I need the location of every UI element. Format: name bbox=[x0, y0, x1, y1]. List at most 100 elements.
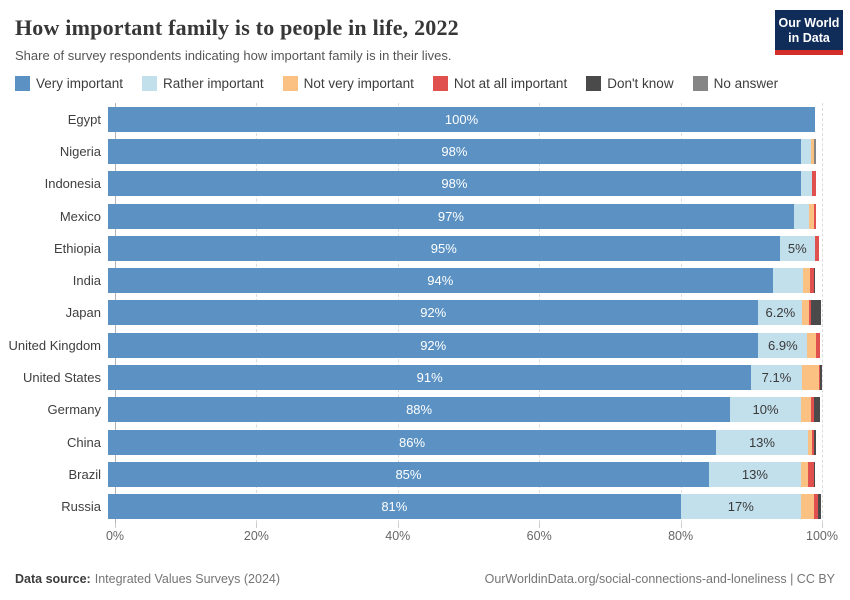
segment-not-very-important[interactable] bbox=[807, 332, 816, 358]
segment-don-t-know[interactable] bbox=[817, 494, 822, 520]
stacked-bar[interactable]: 98% bbox=[108, 171, 817, 197]
stacked-bar[interactable]: 97% bbox=[108, 203, 816, 229]
segment-rather-important[interactable] bbox=[800, 138, 811, 164]
segment-not-very-important[interactable] bbox=[800, 461, 808, 487]
country-label: Ethiopia bbox=[54, 240, 101, 256]
segment-don-t-know[interactable] bbox=[819, 365, 823, 391]
segment-not-at-all-important[interactable] bbox=[813, 203, 816, 229]
bar-value-label: 98% bbox=[441, 143, 468, 159]
bar-secondary-value-label: 5% bbox=[787, 240, 807, 256]
segment-not-at-all-important[interactable] bbox=[813, 494, 818, 520]
bar-secondary-value-label: 6.9% bbox=[768, 337, 798, 353]
axis-tick-label: 100% bbox=[806, 528, 838, 543]
segment-not-very-important[interactable] bbox=[802, 268, 811, 294]
segment-not-very-important[interactable] bbox=[802, 300, 809, 326]
segment-rather-important[interactable] bbox=[793, 203, 809, 229]
stacked-bar[interactable]: 88% 10% bbox=[108, 397, 820, 423]
segment-rather-important[interactable]: 6.2% bbox=[758, 300, 803, 326]
segment-rather-important[interactable]: 7.1% bbox=[751, 365, 802, 391]
stacked-bar[interactable]: 81% 17% bbox=[108, 494, 822, 520]
segment-don-t-know[interactable] bbox=[813, 397, 820, 423]
legend-item-not-at-all-important[interactable]: Not at all important bbox=[432, 76, 568, 91]
segment-not-very-important[interactable] bbox=[800, 494, 814, 520]
segment-very-important[interactable]: 95% bbox=[108, 235, 780, 261]
segment-don-t-know[interactable] bbox=[811, 300, 821, 326]
page-title: How important family is to people in lif… bbox=[15, 15, 459, 40]
stacked-bar[interactable]: 85% 13% bbox=[108, 461, 815, 487]
footer-link[interactable]: OurWorldinData.org/social-connections-an… bbox=[484, 572, 835, 586]
segment-very-important[interactable]: 92% bbox=[108, 332, 759, 358]
segment-not-at-all-important[interactable] bbox=[808, 300, 812, 326]
data-source-text: Integrated Values Surveys (2024) bbox=[94, 572, 281, 586]
segment-not-very-important[interactable] bbox=[808, 203, 814, 229]
segment-very-important[interactable]: 94% bbox=[108, 268, 773, 294]
segment-very-important[interactable]: 97% bbox=[108, 203, 794, 229]
segment-very-important[interactable]: 100% bbox=[108, 106, 815, 132]
legend-item-don-t-know[interactable]: Don't know bbox=[586, 76, 674, 91]
axis-tick bbox=[822, 522, 823, 528]
country-label: Germany bbox=[47, 402, 101, 418]
segment-rather-important[interactable]: 6.9% bbox=[758, 332, 808, 358]
segment-not-very-important[interactable] bbox=[800, 397, 812, 423]
legend-item-not-very-important[interactable]: Not very important bbox=[282, 76, 414, 91]
segment-don-t-know[interactable] bbox=[813, 461, 815, 487]
segment-not-at-all-important[interactable] bbox=[812, 429, 814, 455]
stacked-bar[interactable]: 86% 13% bbox=[108, 429, 817, 455]
stacked-bar[interactable]: 94% bbox=[108, 268, 815, 294]
segment-no-answer[interactable] bbox=[813, 138, 816, 164]
bar-secondary-value-label: 13% bbox=[741, 466, 768, 482]
country-label: Mexico bbox=[59, 208, 101, 224]
segment-rather-important[interactable]: 10% bbox=[730, 397, 801, 423]
segment-very-important[interactable]: 92% bbox=[108, 300, 759, 326]
segment-not-at-all-important[interactable] bbox=[810, 268, 814, 294]
stacked-bar[interactable]: 91% 7.1% bbox=[108, 365, 823, 391]
segment-don-t-know[interactable] bbox=[813, 429, 817, 455]
country-row-ethiopia: Ethiopia 95% 5% bbox=[5, 232, 850, 264]
owid-logo[interactable]: Our World in Data bbox=[775, 10, 843, 55]
segment-not-at-all-important[interactable] bbox=[818, 365, 820, 391]
stacked-bar[interactable]: 98% bbox=[108, 138, 816, 164]
country-label: United Kingdom bbox=[8, 337, 102, 353]
segment-very-important[interactable]: 91% bbox=[108, 365, 752, 391]
country-label: Indonesia bbox=[44, 176, 101, 192]
legend-item-no-answer[interactable]: No answer bbox=[692, 76, 778, 91]
segment-not-very-important[interactable] bbox=[807, 429, 813, 455]
segment-not-very-important[interactable] bbox=[810, 138, 814, 164]
x-axis: 0% 20% 40% 60% 80% 100% bbox=[5, 522, 850, 547]
axis-tick-label: 60% bbox=[526, 528, 552, 543]
segment-rather-important[interactable] bbox=[800, 171, 813, 197]
legend-label: Not at all important bbox=[453, 76, 568, 91]
country-row-india: India 94% bbox=[5, 264, 850, 296]
segment-rather-important[interactable]: 17% bbox=[680, 494, 801, 520]
country-row-mexico: Mexico 97% bbox=[5, 200, 850, 232]
stacked-bar[interactable]: 100% bbox=[108, 106, 815, 132]
gridline-100 bbox=[822, 103, 823, 523]
legend-swatch-rather-important bbox=[142, 76, 158, 91]
legend-item-rather-important[interactable]: Rather important bbox=[142, 76, 264, 91]
segment-rather-important[interactable]: 5% bbox=[779, 235, 815, 261]
legend-item-very-important[interactable]: Very important bbox=[15, 76, 123, 91]
owid-logo-line2: in Data bbox=[788, 31, 830, 45]
segment-not-at-all-important[interactable] bbox=[811, 397, 814, 423]
segment-not-at-all-important[interactable] bbox=[812, 171, 817, 197]
segment-not-at-all-important[interactable] bbox=[815, 332, 820, 358]
segment-very-important[interactable]: 98% bbox=[108, 171, 801, 197]
stacked-bar[interactable]: 92% 6.9% bbox=[108, 332, 820, 358]
segment-rather-important[interactable] bbox=[772, 268, 803, 294]
segment-very-important[interactable]: 86% bbox=[108, 429, 717, 455]
segment-not-very-important[interactable] bbox=[801, 365, 819, 391]
segment-rather-important[interactable]: 13% bbox=[708, 461, 801, 487]
segment-very-important[interactable]: 88% bbox=[108, 397, 731, 423]
segment-not-at-all-important[interactable] bbox=[814, 235, 819, 261]
country-row-united-kingdom: United Kingdom 92% 6.9% bbox=[5, 329, 850, 361]
page-subtitle: Share of survey respondents indicating h… bbox=[15, 48, 452, 63]
segment-don-t-know[interactable] bbox=[813, 268, 815, 294]
segment-very-important[interactable]: 98% bbox=[108, 138, 801, 164]
segment-rather-important[interactable]: 13% bbox=[716, 429, 808, 455]
segment-very-important[interactable]: 85% bbox=[108, 461, 709, 487]
stacked-bar[interactable]: 95% 5% bbox=[108, 235, 819, 261]
stacked-bar[interactable]: 92% 6.2% bbox=[108, 300, 821, 326]
bar-value-label: 86% bbox=[398, 434, 426, 450]
segment-not-at-all-important[interactable] bbox=[807, 461, 814, 487]
segment-very-important[interactable]: 81% bbox=[108, 494, 681, 520]
